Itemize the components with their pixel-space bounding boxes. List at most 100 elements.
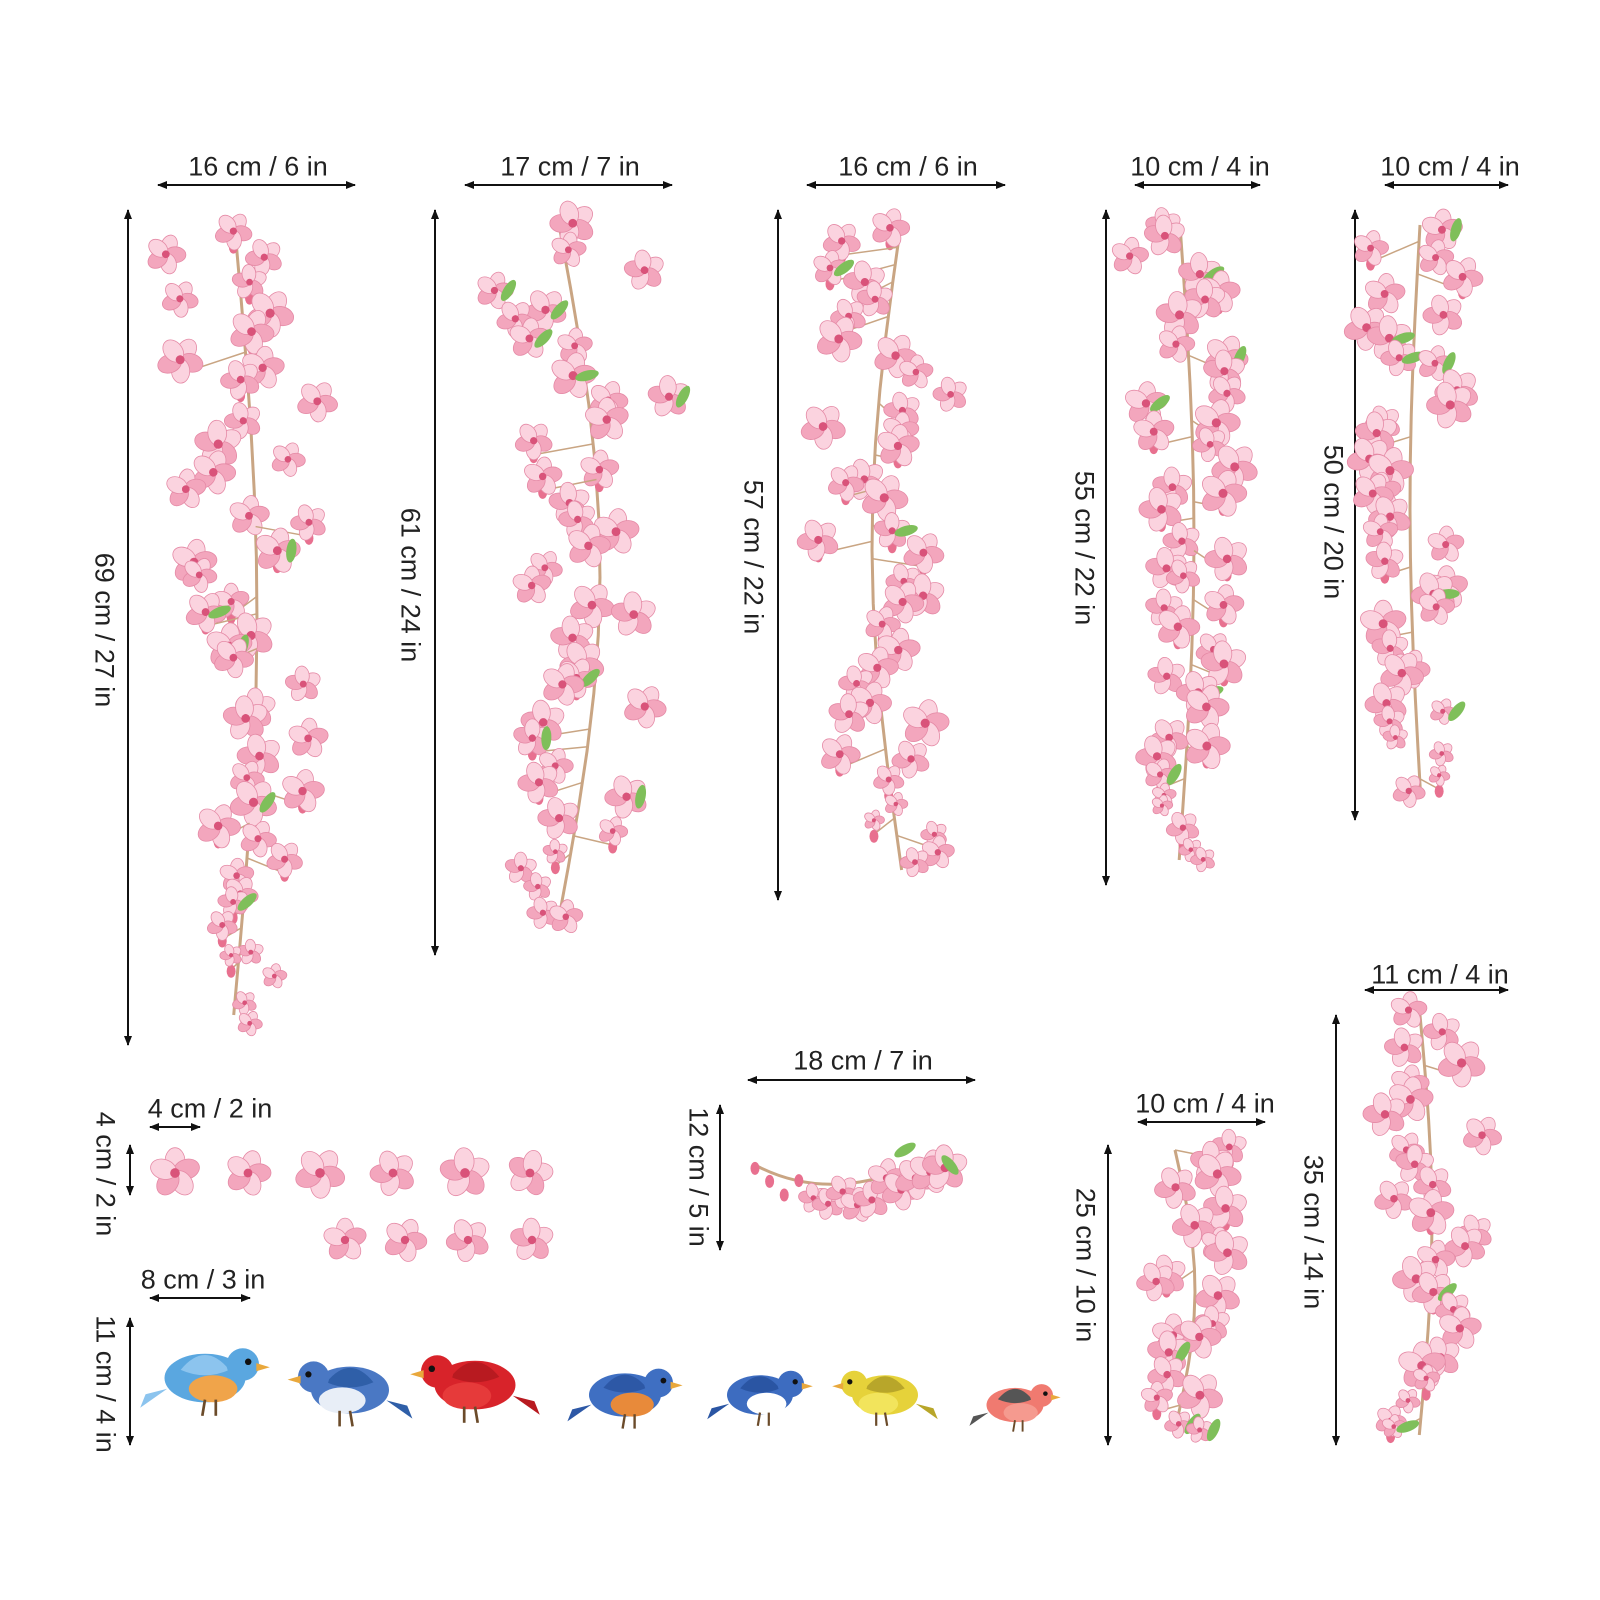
breast (610, 1392, 654, 1417)
blossom (1136, 1262, 1175, 1302)
leaf (237, 893, 257, 911)
eye (847, 1379, 853, 1385)
blossom (1164, 1410, 1193, 1439)
branch5-width-label: 10 cm / 4 in (1380, 151, 1520, 182)
blossom (1162, 522, 1200, 560)
blossom (295, 1150, 346, 1199)
blossom (537, 797, 579, 839)
cherry-branch-small (1136, 1128, 1248, 1443)
leaf (259, 792, 276, 813)
blossom (1178, 252, 1221, 295)
wing (326, 1367, 374, 1388)
eye (244, 1358, 252, 1366)
head (777, 1370, 804, 1398)
blossom (1463, 1116, 1502, 1156)
blossom (439, 1147, 490, 1197)
blossom (197, 804, 241, 849)
blossom (162, 281, 199, 318)
bud (1434, 784, 1444, 798)
leg (756, 1412, 762, 1426)
blossom (227, 1150, 272, 1196)
blossom (1408, 1189, 1455, 1235)
blossom (1152, 782, 1177, 807)
blossom (1384, 1027, 1423, 1067)
blossom (821, 734, 861, 775)
blossom (877, 424, 920, 467)
blossom (1190, 847, 1215, 873)
leaf (1448, 701, 1466, 722)
flower-width-label: 4 cm / 2 in (147, 1093, 273, 1124)
leaf (286, 538, 297, 563)
blossom (862, 475, 909, 522)
eye (428, 1365, 436, 1373)
leaf (1150, 395, 1170, 412)
cardinal-bird (410, 1355, 540, 1424)
branch6-height-label: 35 cm / 14 in (1298, 1154, 1329, 1310)
blossom (166, 468, 207, 508)
small-branch-height-label: 25 cm / 10 in (1070, 1187, 1101, 1343)
blossom (1133, 410, 1175, 451)
blossom (1185, 722, 1231, 769)
leaf (894, 1142, 916, 1158)
leaf (1166, 763, 1182, 786)
blossom (290, 504, 326, 541)
tail (707, 1403, 730, 1420)
blossom (1390, 991, 1428, 1028)
beak (832, 1382, 844, 1390)
blossom (1413, 1364, 1441, 1392)
blossom (512, 565, 552, 604)
blossom (1186, 1416, 1213, 1443)
leaf (894, 524, 918, 537)
leaf (1206, 1418, 1221, 1442)
leaf (550, 300, 569, 320)
blossom (266, 842, 303, 879)
blossom (147, 234, 187, 275)
leg (883, 1412, 889, 1426)
blossom (882, 581, 925, 624)
blossom (297, 382, 338, 423)
beak (1051, 1394, 1061, 1401)
blossom (921, 835, 955, 869)
blossom (1362, 1092, 1405, 1136)
blossom (800, 405, 846, 450)
breast (858, 1392, 899, 1415)
blossom (856, 280, 893, 317)
blossom (271, 442, 306, 477)
blossom (282, 769, 325, 813)
leaf (575, 369, 599, 382)
leaf (500, 279, 517, 301)
blossom (568, 523, 611, 568)
blossom (1202, 470, 1248, 517)
blossom (570, 584, 615, 629)
blossom (323, 1217, 367, 1260)
blossom (542, 838, 568, 864)
tail (512, 1395, 540, 1415)
wing (603, 1374, 647, 1393)
blossom (857, 646, 899, 689)
head (226, 1348, 259, 1381)
twig (841, 246, 898, 256)
branch5-height-label: 50 cm / 20 in (1318, 444, 1349, 600)
twig (573, 835, 613, 846)
flower-height-label: 4 cm / 2 in (90, 1111, 121, 1237)
blossom (504, 851, 537, 883)
cherry-branch-1 (147, 213, 338, 1037)
blossom (899, 847, 929, 878)
head (298, 1361, 330, 1393)
blossom (150, 1147, 200, 1196)
eye (1043, 1391, 1048, 1396)
cherry-branch-6 (1362, 991, 1502, 1444)
leg (200, 1399, 207, 1417)
blossom (445, 1219, 489, 1263)
blossom (514, 423, 553, 461)
blossom (1380, 339, 1416, 377)
leaf (534, 329, 553, 348)
blossom (1395, 1389, 1421, 1414)
branch4-height-label: 55 cm / 22 in (1069, 470, 1100, 626)
breast (1003, 1403, 1038, 1423)
blossom (219, 944, 242, 967)
blossom (1165, 812, 1200, 845)
blossom (1422, 1012, 1460, 1051)
blossom (223, 402, 261, 440)
beak (801, 1382, 813, 1390)
